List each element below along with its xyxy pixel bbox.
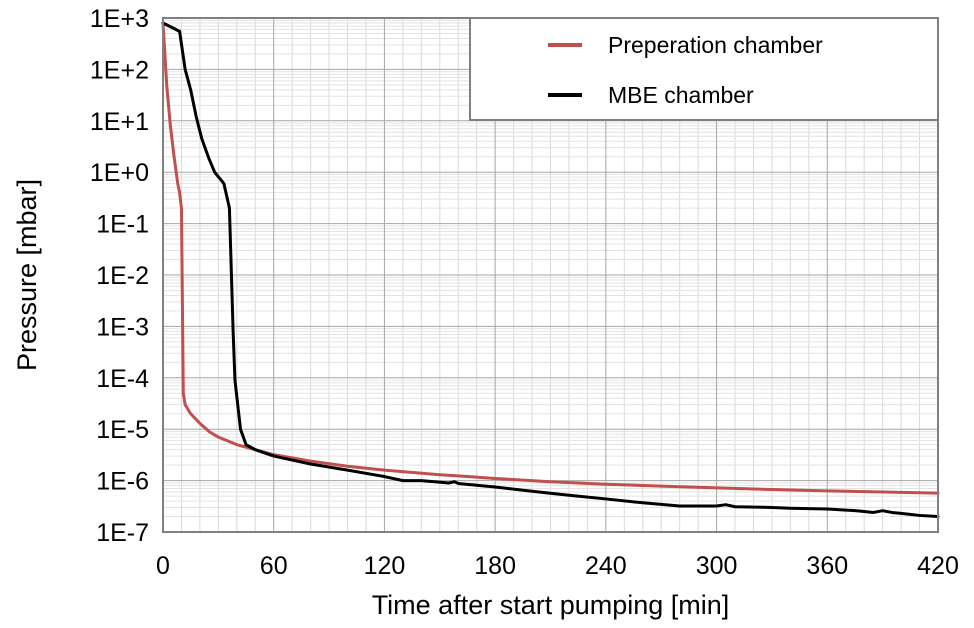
y-tick-label: 1E+3	[90, 5, 149, 33]
x-axis-title: Time after start pumping [min]	[372, 590, 730, 620]
y-tick-label: 1E-3	[96, 313, 149, 341]
legend: Preperation chamber MBE chamber	[469, 17, 939, 121]
series-layer	[161, 21, 940, 519]
x-tick-label: 360	[806, 552, 848, 580]
x-tick-label: 120	[364, 552, 406, 580]
y-tick-label: 1E+2	[90, 56, 149, 84]
y-tick-label: 1E-5	[96, 416, 149, 444]
tick-labels: 0 60 120 180 240 300 360 420 1E-7 1E-6 1E-5 1E-4 1E-…	[90, 5, 959, 580]
series-line-mbe-chamber	[161, 21, 940, 519]
y-tick-label: 1E-4	[96, 365, 149, 393]
x-tick-label: 420	[917, 552, 959, 580]
y-tick-label: 1E-7	[96, 519, 149, 547]
x-tick-label: 60	[260, 552, 288, 580]
legend-label-preparation-chamber: Preperation chamber	[608, 32, 823, 58]
y-tick-label: 1E-1	[96, 211, 149, 239]
x-tick-label: 180	[474, 552, 516, 580]
x-tick-label: 240	[585, 552, 627, 580]
x-tick-label: 300	[696, 552, 738, 580]
legend-label-mbe-chamber: MBE chamber	[608, 82, 754, 108]
y-tick-label: 1E-6	[96, 468, 149, 496]
legend-box	[469, 17, 939, 121]
x-tick-label: 0	[156, 552, 170, 580]
y-axis-title: Pressure [mbar]	[12, 179, 42, 371]
y-tick-label: 1E+1	[90, 108, 149, 136]
y-tick-label: 1E-2	[96, 262, 149, 290]
y-tick-label: 1E+0	[90, 159, 149, 187]
